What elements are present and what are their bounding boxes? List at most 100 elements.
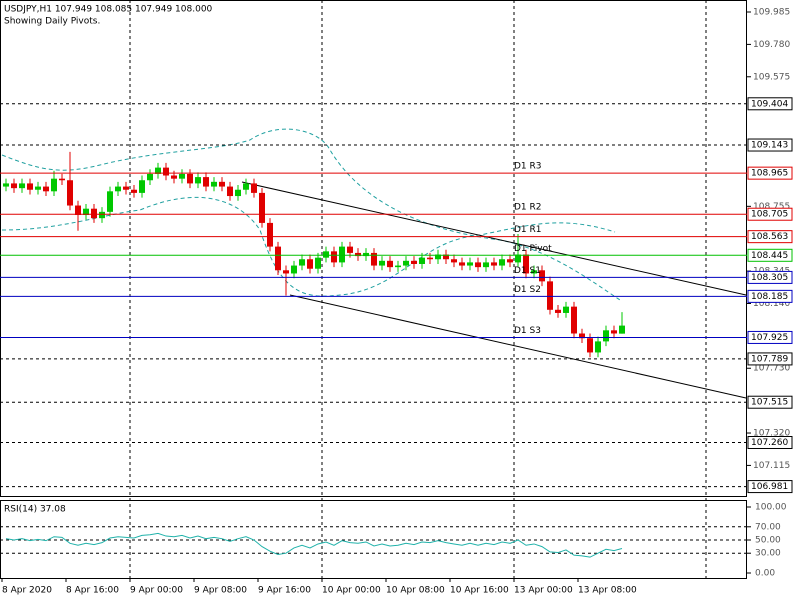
candle-body	[155, 167, 161, 174]
x-tick-label: 13 Apr 08:00	[578, 586, 637, 596]
candle-body	[323, 251, 329, 258]
candle-body	[163, 167, 169, 176]
level-box	[747, 248, 793, 262]
y-tick-label: 107.730	[753, 364, 790, 374]
candle-body	[435, 254, 441, 260]
y-tick-label: 108.140	[753, 299, 790, 309]
level-box	[747, 230, 793, 244]
candle-body	[403, 260, 409, 266]
candle-body	[523, 254, 529, 274]
candle-body	[347, 246, 353, 253]
candle-body	[419, 257, 425, 264]
pivot-label: D1 R2	[514, 203, 542, 213]
level-label: 107.515	[751, 398, 788, 408]
pivot-label: D1 Pivot	[514, 244, 552, 254]
candle-body	[179, 173, 185, 179]
level-box	[747, 97, 793, 111]
candle-body	[563, 306, 569, 313]
level-label: 109.143	[751, 141, 788, 151]
candle-body	[443, 254, 449, 260]
level-box	[747, 352, 793, 366]
rsi-tick-label: 70.00	[755, 522, 781, 532]
candle-body	[315, 257, 321, 269]
x-tick-label: 10 Apr 08:00	[386, 586, 445, 596]
candle-body	[35, 186, 41, 190]
candle-body	[67, 180, 73, 206]
candle-body	[299, 259, 305, 266]
candle-body	[107, 191, 113, 212]
level-label: 108.185	[751, 292, 788, 302]
level-box	[747, 166, 793, 180]
candle-body	[259, 192, 265, 223]
candle-body	[243, 183, 249, 190]
candle-body	[491, 262, 497, 266]
candle-body	[195, 177, 201, 184]
candle-body	[75, 205, 81, 216]
level-label: 109.404	[751, 99, 788, 109]
channel-upper	[241, 181, 747, 296]
candle-body	[387, 260, 393, 268]
x-tick-label: 8 Apr 16:00	[66, 586, 119, 596]
rsi-line	[5, 532, 623, 558]
y-tick-label: 109.575	[753, 72, 790, 82]
candle-body	[611, 330, 617, 334]
pivot-label: D1 R3	[514, 162, 542, 172]
candle-body	[355, 252, 361, 257]
candle-body	[171, 175, 177, 179]
level-box	[747, 480, 793, 494]
candle-body	[11, 183, 17, 189]
pivot-note: Showing Daily Pivots.	[4, 17, 100, 27]
candle-body	[283, 270, 289, 274]
y-tick-label: 107.115	[753, 461, 790, 471]
level-box	[747, 435, 793, 449]
candle-body	[587, 338, 593, 353]
symbol-header: USDJPY,H1 107.949 108.085 107.949 108.00…	[4, 5, 213, 15]
candle-body	[603, 330, 609, 342]
level-label: 107.925	[751, 333, 788, 343]
level-label: 106.981	[751, 482, 788, 492]
candle-body	[459, 262, 465, 266]
candle-body	[235, 189, 241, 197]
candle-body	[211, 181, 217, 187]
candle-body	[83, 208, 89, 216]
candle-body	[595, 341, 601, 353]
rsi-title: RSI(14) 37.08	[4, 505, 66, 515]
pivot-label: D1 S1	[514, 266, 541, 276]
channel-lower	[289, 294, 747, 399]
candle-body	[267, 222, 273, 247]
rsi-tick-label: 0.00	[755, 569, 775, 579]
candle-body	[515, 254, 521, 263]
candle-body	[483, 262, 489, 268]
candle-body	[307, 259, 313, 269]
rsi-tick-label: 100.00	[755, 503, 787, 513]
level-label: 108.445	[751, 251, 788, 261]
candle-body	[139, 180, 145, 193]
level-box	[747, 330, 793, 344]
x-tick-label: 10 Apr 00:00	[322, 586, 381, 596]
level-label: 107.789	[751, 354, 788, 364]
candle-body	[59, 178, 65, 181]
candle-body	[531, 270, 537, 274]
y-tick-label: 109.780	[753, 40, 790, 50]
y-tick-label: 107.320	[753, 429, 790, 439]
candle-body	[251, 183, 257, 193]
candle-body	[411, 260, 417, 264]
candle-body	[27, 183, 33, 190]
x-tick-label: 9 Apr 08:00	[194, 586, 247, 596]
level-box	[747, 138, 793, 152]
rsi-tick-label: 50.00	[755, 536, 781, 546]
candle-body	[219, 181, 225, 187]
candle-body	[555, 309, 561, 313]
candle-body	[451, 259, 457, 263]
candle-body	[227, 186, 233, 197]
candle-body	[51, 178, 57, 192]
candle-body	[203, 177, 209, 187]
candle-body	[571, 306, 577, 334]
level-box	[747, 270, 793, 284]
candle-body	[475, 262, 481, 268]
rsi-tick-label: 30.00	[755, 549, 781, 559]
candle-body	[379, 260, 385, 266]
candle-body	[115, 186, 121, 192]
